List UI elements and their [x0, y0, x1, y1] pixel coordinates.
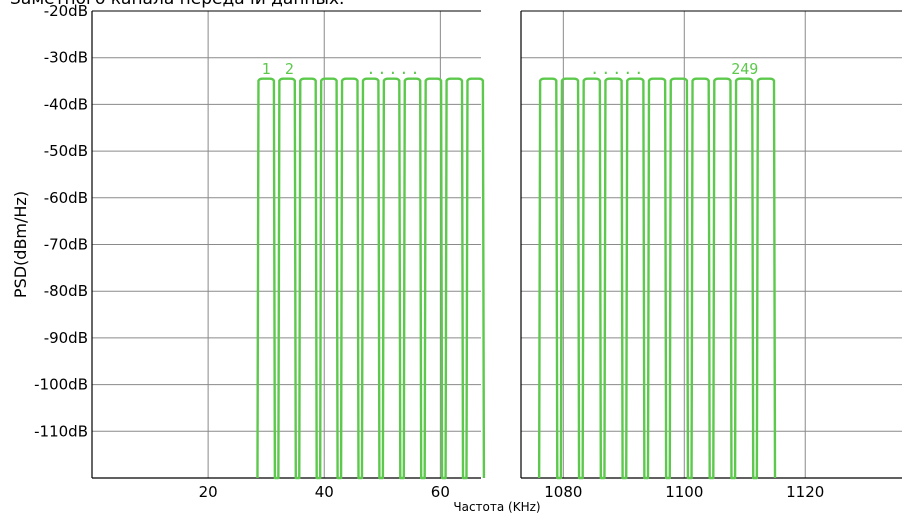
- y-tick-label-5: -70dB: [44, 236, 88, 254]
- channel-label-right-0: .....: [590, 60, 645, 78]
- y-tick-label-4: -60dB: [44, 189, 88, 207]
- y-tick-label-7: -90dB: [44, 329, 88, 347]
- y-tick-label-1: -30dB: [44, 49, 88, 67]
- channel-label-left-1: 2: [285, 60, 294, 78]
- y-tick-label-3: -50dB: [44, 142, 88, 160]
- psd-series-left: [256, 77, 486, 480]
- channel-label-left-0: 1: [262, 60, 271, 78]
- psd-series-right: [537, 77, 777, 480]
- x-tick-label-right-1: 1100: [665, 483, 703, 501]
- x-tick-label-right-0: 1080: [544, 483, 582, 501]
- x-axis-label: Частота (KHz): [453, 500, 540, 513]
- y-tick-label-0: -20dB: [44, 2, 88, 20]
- y-tick-label-9: -110dB: [34, 422, 88, 440]
- x-tick-label-left-0: 20: [199, 483, 218, 501]
- x-tick-label-left-2: 60: [431, 483, 450, 501]
- y-tick-label-2: -40dB: [44, 95, 88, 113]
- chart-title: Заметного канала передачи данных.: [10, 0, 344, 9]
- y-tick-label-8: -100dB: [34, 376, 88, 394]
- x-tick-label-right-2: 1120: [786, 483, 824, 501]
- channel-label-left-2: .....: [366, 60, 421, 78]
- y-axis-label: PSD(dBm/Hz): [11, 191, 30, 298]
- channel-label-right-1: 249: [731, 60, 758, 78]
- y-tick-label-6: -80dB: [44, 282, 88, 300]
- x-tick-label-left-1: 40: [315, 483, 334, 501]
